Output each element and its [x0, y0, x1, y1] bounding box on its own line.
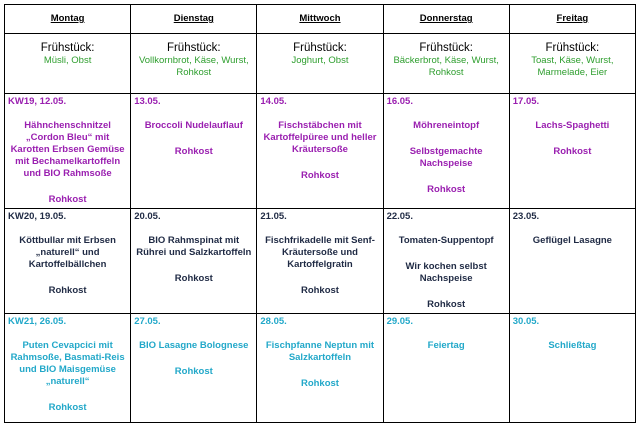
breakfast-cell-monday: Frühstück: Müsli, Obst	[3, 33, 132, 94]
meal-date: 23.05.	[512, 211, 540, 222]
meal-cell: 21.05. Fischfrikadelle mit Senf- Kräuter…	[256, 208, 384, 314]
meal-cell: 22.05. Tomaten-Suppentopf Wir kochen sel…	[382, 208, 510, 314]
meal-cell: KW20, 19.05. Köttbullar mit Erbsen „natu…	[3, 208, 132, 314]
breakfast-title: Frühstück:	[419, 42, 473, 54]
week-row-kw20: KW20, 19.05. Köttbullar mit Erbsen „natu…	[3, 208, 637, 314]
meal-date: 29.05.	[386, 316, 413, 327]
meal-plan-table: Montag Dienstag Mittwoch Donnerstag Frei…	[3, 4, 637, 423]
breakfast-title: Frühstück:	[293, 42, 347, 54]
breakfast-cell-wednesday: Frühstück: Joghurt, Obst	[256, 33, 384, 94]
meal-dish: Broccoli Nudelauflauf	[144, 120, 243, 131]
day-header-row: Montag Dienstag Mittwoch Donnerstag Frei…	[3, 4, 637, 34]
breakfast-cell-friday: Frühstück: Toast, Käse, Wurst, Marmelade…	[508, 33, 637, 94]
meal-dish: Köttbullar mit Erbsen „naturell“ und Kar…	[19, 235, 116, 270]
meal-cell: KW19, 12.05. Hähnchenschnitzel „Cordon B…	[3, 93, 132, 209]
meal-dish: Puten Cevapcici mit Rahmsoße, Basmati-Re…	[10, 340, 125, 387]
meal-dish: Schließtag	[548, 340, 597, 351]
meal-extra: Rohkost	[48, 402, 87, 413]
breakfast-cell-thursday: Frühstück: Bäckerbrot, Käse, Wurst, Rohk…	[382, 33, 510, 94]
meal-date: 21.05.	[260, 211, 287, 222]
meal-extra: Rohkost	[300, 170, 339, 181]
day-header-thursday: Donnerstag	[382, 4, 510, 34]
breakfast-items: Müsli, Obst	[43, 55, 92, 66]
day-header-tuesday: Dienstag	[130, 4, 258, 34]
meal-cell: 16.05. Möhreneintopf Selbstgemachte Nach…	[382, 93, 510, 209]
meal-cell: 23.05. Geflügel Lasagne	[508, 208, 637, 314]
breakfast-cell-tuesday: Frühstück: Vollkornbrot, Käse, Wurst, Ro…	[130, 33, 258, 94]
meal-date: 20.05.	[134, 211, 161, 222]
meal-date: KW21, 26.05.	[8, 316, 67, 327]
meal-dish: Geflügel Lasagne	[532, 235, 612, 246]
meal-date: 16.05.	[386, 96, 413, 107]
day-header-friday: Freitag	[508, 4, 637, 34]
meal-cell: 13.05. Broccoli Nudelauflauf Rohkost	[130, 93, 258, 209]
meal-date: KW20, 19.05.	[8, 211, 67, 222]
meal-dish: Lachs-Spaghetti	[535, 120, 610, 131]
meal-extra: Rohkost	[48, 194, 87, 205]
breakfast-items: Joghurt, Obst	[291, 55, 349, 66]
meal-dish: Feiertag	[427, 340, 465, 351]
meal-cell: 29.05. Feiertag	[382, 313, 510, 423]
meal-cell: 17.05. Lachs-Spaghetti Rohkost	[508, 93, 637, 209]
meal-date: KW19, 12.05.	[8, 96, 67, 107]
meal-date: 22.05.	[386, 211, 413, 222]
meal-cell: KW21, 26.05. Puten Cevapcici mit Rahmsoß…	[3, 313, 132, 423]
breakfast-title: Frühstück:	[40, 42, 95, 54]
meal-dish: BIO Lasagne Bolognese	[139, 340, 249, 351]
meal-date: 13.05.	[134, 96, 161, 107]
meal-cell: 30.05. Schließtag	[508, 313, 637, 423]
week-row-kw19: KW19, 12.05. Hähnchenschnitzel „Cordon B…	[3, 93, 637, 209]
meal-extra: Rohkost	[300, 378, 339, 389]
meal-dish: Möhreneintopf	[413, 120, 480, 131]
breakfast-items: Vollkornbrot, Käse, Wurst, Rohkost	[138, 55, 249, 78]
meal-date: 14.05.	[260, 96, 287, 107]
day-header-wednesday: Mittwoch	[256, 4, 384, 34]
meal-cell: 14.05. Fischstäbchen mit Kartoffelpüree …	[256, 93, 384, 209]
breakfast-row: Frühstück: Müsli, Obst Frühstück: Vollko…	[3, 33, 637, 94]
breakfast-items: Bäckerbrot, Käse, Wurst, Rohkost	[393, 55, 499, 78]
week-row-kw21: KW21, 26.05. Puten Cevapcici mit Rahmsoß…	[3, 313, 637, 423]
meal-date: 30.05.	[512, 316, 540, 327]
meal-dessert: Wir kochen selbst Nachspeise	[405, 261, 487, 284]
meal-extra: Rohkost	[174, 366, 213, 377]
meal-dessert: Selbstgemachte Nachspeise	[409, 146, 483, 169]
meal-extra: Rohkost	[427, 299, 466, 310]
meal-extra: Rohkost	[427, 184, 466, 195]
meal-date: 28.05.	[260, 316, 287, 327]
meal-dish: Fischfrikadelle mit Senf- Kräutersoße un…	[265, 235, 375, 270]
meal-dish: Fischpfanne Neptun mit Salzkartoffeln	[265, 340, 375, 363]
meal-dish: BIO Rahmspinat mit Rührei und Salzkartof…	[136, 235, 252, 258]
meal-extra: Rohkost	[48, 285, 87, 296]
breakfast-title: Frühstück:	[166, 42, 221, 54]
meal-extra: Rohkost	[300, 285, 339, 296]
meal-extra: Rohkost	[174, 146, 213, 157]
meal-cell: 20.05. BIO Rahmspinat mit Rührei und Sal…	[130, 208, 258, 314]
meal-dish: Fischstäbchen mit Kartoffelpüree und hel…	[263, 120, 377, 155]
breakfast-items: Toast, Käse, Wurst, Marmelade, Eier	[531, 55, 614, 78]
meal-date: 17.05.	[512, 96, 540, 107]
meal-dish: Hähnchenschnitzel „Cordon Bleu“ mit Karo…	[10, 120, 125, 179]
meal-date: 27.05.	[134, 316, 161, 327]
day-header-monday: Montag	[3, 4, 132, 34]
breakfast-title: Frühstück:	[545, 42, 600, 54]
meal-extra: Rohkost	[174, 273, 213, 284]
meal-cell: 27.05. BIO Lasagne Bolognese Rohkost	[130, 313, 258, 423]
meal-extra: Rohkost	[553, 146, 592, 157]
meal-cell: 28.05. Fischpfanne Neptun mit Salzkartof…	[256, 313, 384, 423]
meal-dish: Tomaten-Suppentopf	[398, 235, 494, 246]
